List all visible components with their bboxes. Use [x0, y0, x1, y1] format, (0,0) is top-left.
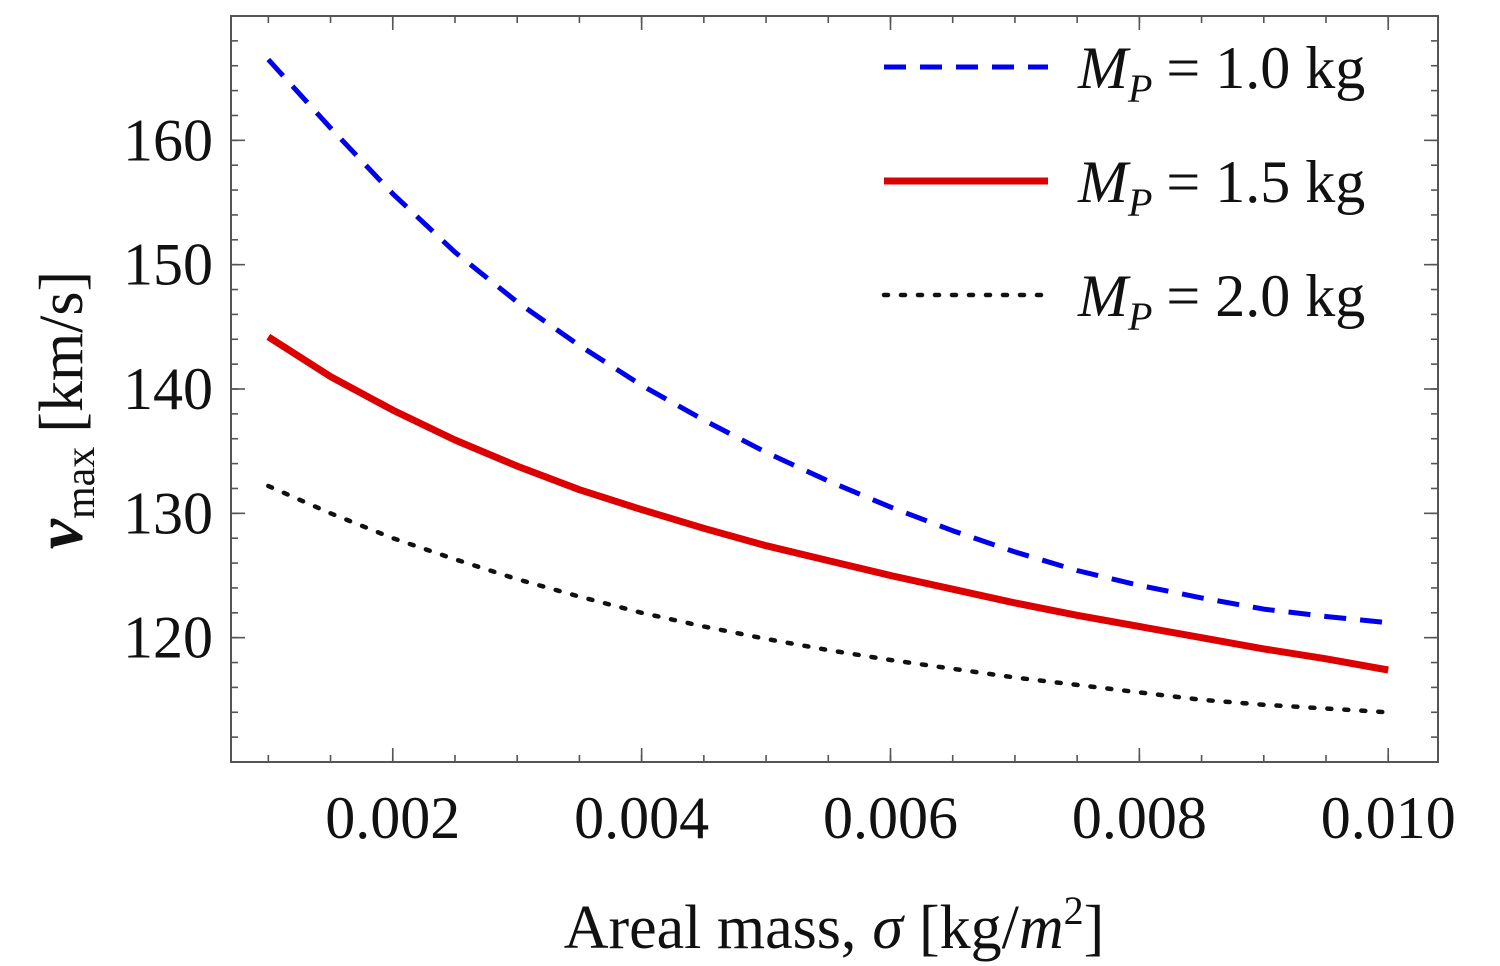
- legend-label-1: MP = 1.0 kg: [1077, 35, 1365, 111]
- legend-entry-3: MP = 2.0 kg: [881, 263, 1365, 339]
- tick-labels: 0.002 0.004 0.006 0.008 0.010 120 130 140 150 160: [123, 107, 1456, 851]
- svg-text:vmax[km/s]: vmax [km/s]: [21, 271, 104, 549]
- x-axis-label: Areal mass, σ [kg/m2]: [564, 888, 1105, 962]
- x-axis-label-unit-exp: 2: [1064, 888, 1084, 933]
- x-tick-label: 0.002: [325, 785, 460, 851]
- x-axis-label-text: Areal mass,: [564, 894, 857, 962]
- y-tick-label: 160: [123, 107, 213, 173]
- legend-label-3: MP = 2.0 kg: [1077, 263, 1365, 339]
- y-tick-label: 130: [123, 480, 213, 546]
- y-tick-label: 120: [123, 605, 213, 671]
- legend-entry-1: MP = 1.0 kg: [884, 35, 1365, 111]
- y-axis-label: vmax [km/s]: [21, 271, 104, 549]
- x-axis-label-symbol: σ: [872, 894, 905, 962]
- x-tick-label: 0.004: [574, 785, 709, 851]
- series-lines: [266, 57, 1391, 715]
- series-line-1: [266, 57, 1389, 626]
- x-tick-label: 0.006: [823, 785, 958, 851]
- y-axis-label-sub: max: [58, 447, 104, 519]
- legend: MP = 1.0 kg MP = 1.5 kg MP = 2.0 kg: [881, 35, 1365, 339]
- y-axis-label-v: v: [21, 518, 97, 549]
- x-axis-label-unit-open: [kg/: [919, 894, 1020, 962]
- x-axis-label-unit-m: m: [1019, 894, 1064, 962]
- x-axis-label-unit-close: ]: [1084, 894, 1105, 962]
- y-tick-label: 150: [123, 232, 213, 298]
- series-line-2: [266, 333, 1389, 674]
- y-axis-label-unit: [km/s]: [28, 271, 96, 433]
- x-tick-label: 0.008: [1072, 785, 1207, 851]
- x-tick-label: 0.010: [1321, 785, 1456, 851]
- legend-entry-2: MP = 1.5 kg: [884, 149, 1365, 225]
- legend-label-2: MP = 1.5 kg: [1077, 149, 1365, 225]
- y-tick-label: 140: [123, 356, 213, 422]
- major-ticks: [231, 16, 1438, 762]
